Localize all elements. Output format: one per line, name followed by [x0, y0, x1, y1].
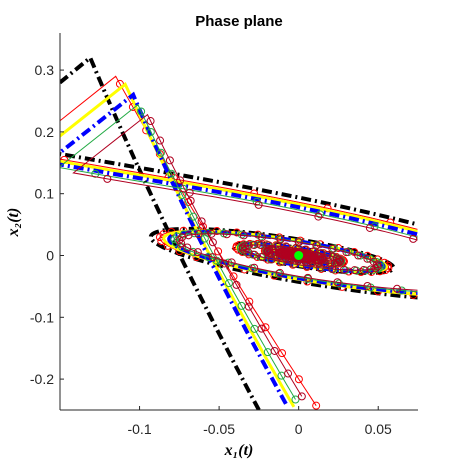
series-5-marker — [184, 231, 193, 240]
series-4-marker — [334, 279, 343, 288]
series-4-marker — [316, 210, 325, 219]
axis-ticks: -0.1 -0.05 0 0.05 0.3 0.2 0.1 0 -0.1 -0.2 — [30, 62, 392, 437]
series-5-marker — [328, 244, 337, 253]
series-5-marker — [333, 258, 342, 267]
x-tick-label: 0.05 — [365, 421, 392, 437]
x-tick-label: -0.1 — [127, 421, 151, 437]
series-1-marker — [278, 349, 287, 358]
series-5-marker — [193, 248, 202, 257]
series-5-marker — [330, 259, 339, 268]
series-5-marker — [371, 264, 380, 273]
series-1-marker — [312, 401, 321, 410]
x-tick-label: 0 — [295, 421, 303, 437]
equilibrium-point — [294, 250, 304, 260]
series-4-marker — [170, 235, 179, 244]
series-5-marker — [409, 234, 418, 243]
x-axis-label: x₁(t) — [224, 442, 254, 459]
series-4-marker — [156, 148, 165, 157]
series-5-marker — [103, 174, 112, 183]
series-5-marker — [256, 240, 265, 249]
series-5-marker — [303, 273, 312, 282]
series-5-marker — [197, 217, 206, 226]
series-5-marker — [315, 263, 324, 272]
y-tick-label: -0.2 — [30, 371, 54, 387]
series-5-marker — [270, 346, 279, 355]
series-5-marker — [176, 176, 185, 185]
series-5-marker — [276, 235, 285, 244]
series-4-marker — [179, 184, 188, 193]
series-5-marker — [244, 302, 253, 311]
y-tick-label: -0.1 — [30, 309, 54, 325]
series-5-marker — [250, 263, 259, 272]
series-1-marker — [261, 323, 270, 332]
series-5-marker — [222, 230, 231, 239]
series-5-marker — [227, 258, 236, 267]
series-4-marker — [397, 286, 406, 295]
series-5-marker — [363, 281, 372, 290]
series-1-marker — [294, 375, 303, 384]
series-5-marker — [363, 254, 372, 263]
y-tick-label: 0 — [46, 247, 54, 263]
series-5-marker — [314, 212, 323, 221]
series-5-marker — [297, 392, 306, 401]
y-axis-label: x₂(t) — [5, 208, 22, 238]
series-5-marker — [339, 265, 348, 274]
series-5-marker — [156, 136, 165, 145]
chart-title: Phase plane — [195, 13, 283, 30]
series-5-marker — [373, 262, 382, 271]
y-tick-label: 0.1 — [35, 186, 55, 202]
series-5-marker — [194, 230, 203, 239]
series-5-marker — [208, 238, 217, 247]
series-5-marker — [284, 369, 293, 378]
series-5-marker — [294, 238, 303, 247]
series-5-marker — [342, 248, 351, 257]
series-4-marker — [370, 222, 379, 231]
series-5-marker — [244, 241, 253, 250]
series-1-marker — [214, 247, 223, 256]
series-5-marker — [240, 242, 249, 251]
series-4-marker — [137, 107, 146, 116]
series-5-marker — [326, 259, 335, 268]
series-5-marker — [268, 245, 277, 254]
series-5-marker — [265, 245, 274, 254]
series-5-marker — [258, 253, 267, 262]
series-4-marker — [91, 169, 100, 178]
x-tick-label: -0.05 — [203, 421, 235, 437]
series-5-marker — [365, 223, 374, 232]
series-5-marker — [333, 278, 342, 287]
series-4-marker — [224, 279, 233, 288]
series-5-marker — [354, 251, 363, 260]
series-5-marker — [239, 231, 248, 240]
series-5-marker — [146, 117, 155, 126]
series-4-marker — [291, 395, 300, 404]
y-tick-label: 0.3 — [35, 62, 55, 78]
plot-area — [60, 54, 418, 410]
series-5-marker — [232, 280, 241, 289]
series-5-marker — [257, 324, 266, 333]
series-5-marker — [275, 268, 284, 277]
series-4-marker — [203, 228, 212, 237]
series-5-marker — [185, 188, 194, 197]
series-5-marker — [186, 196, 195, 205]
series-5-marker — [238, 243, 247, 252]
series-5-marker — [359, 266, 368, 275]
series-4-marker — [146, 127, 155, 136]
series-5-marker — [393, 284, 402, 293]
series-5-marker — [312, 241, 321, 250]
series-5-marker — [254, 200, 263, 209]
series-5-marker — [207, 229, 216, 238]
series-5-marker — [302, 261, 311, 270]
series-5-marker — [208, 253, 217, 262]
series-4-marker — [189, 212, 198, 221]
series-5-marker — [350, 266, 359, 275]
series-5-marker — [175, 235, 184, 244]
series-5-marker — [258, 233, 267, 242]
series-4-marker — [190, 229, 199, 238]
y-tick-label: 0.2 — [35, 124, 55, 140]
series-5-marker — [183, 243, 192, 252]
series-5-marker — [165, 156, 174, 165]
series-4-marker — [167, 169, 176, 178]
